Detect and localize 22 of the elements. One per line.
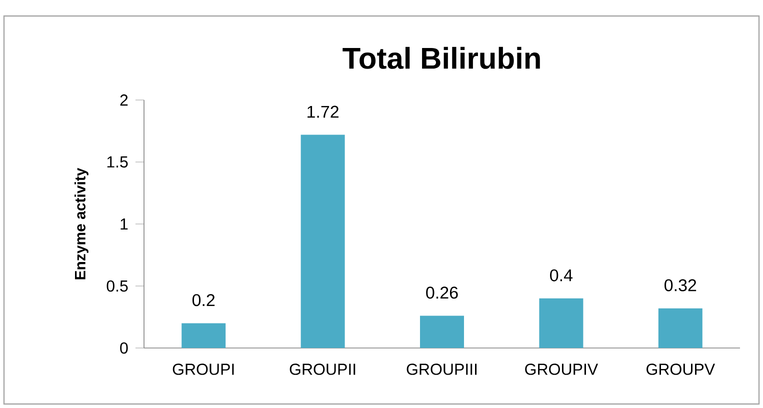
- bar: [300, 134, 345, 348]
- bar: [420, 316, 464, 348]
- x-tick-label: GROUPIII: [406, 364, 477, 375]
- y-tick-label: 2: [120, 94, 128, 106]
- y-tick-label: 1: [120, 218, 128, 230]
- x-tick-label: GROUPI: [172, 364, 234, 375]
- data-label: 0.32: [664, 279, 696, 292]
- x-tick-label: GROUPIV: [525, 364, 598, 375]
- y-tick-label: 0: [120, 342, 128, 354]
- bar: [658, 308, 702, 348]
- y-tick-label: 1.5: [107, 156, 128, 168]
- data-label: 0.2: [192, 294, 215, 306]
- x-tick-label: GROUPV: [646, 364, 716, 375]
- y-tick-label: 0.5: [106, 280, 128, 292]
- chart-title: Total Bilirubin: [342, 46, 540, 69]
- x-tick-label: GROUPII: [290, 364, 356, 375]
- bar: [539, 298, 584, 348]
- bar: [182, 323, 226, 348]
- y-axis-title: Enzyme activity: [74, 168, 88, 280]
- data-label: 0.26: [426, 286, 458, 299]
- data-label: 0.4: [550, 269, 573, 282]
- data-label: 1.72: [308, 106, 338, 118]
